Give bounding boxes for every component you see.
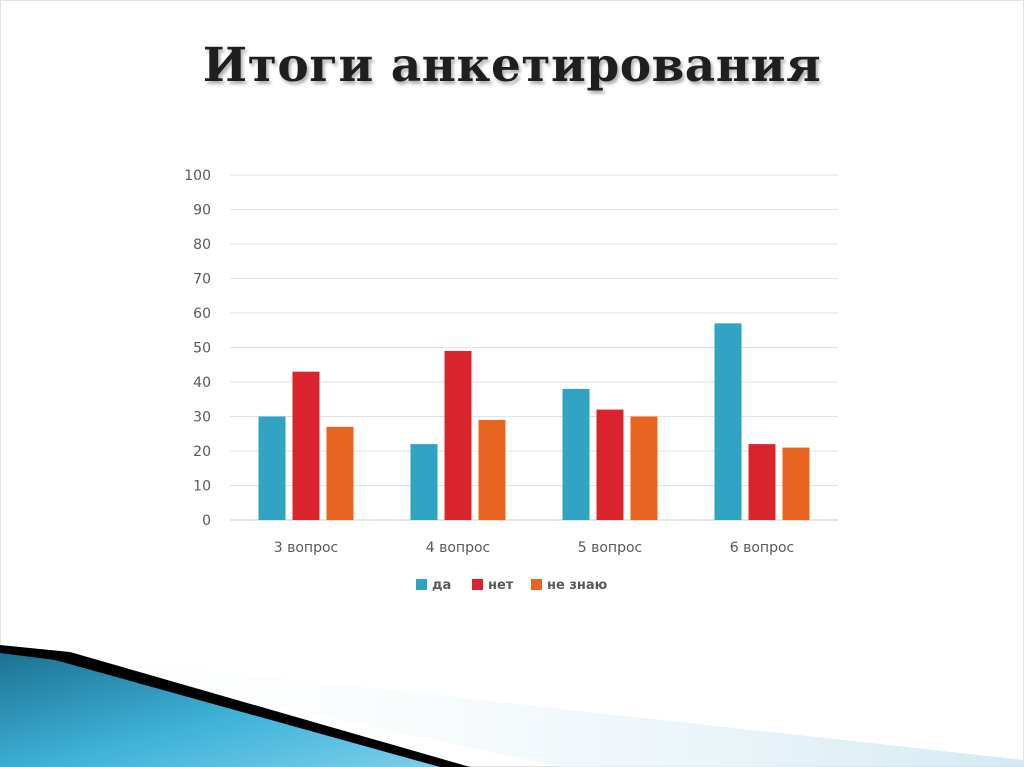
legend-swatch xyxy=(472,579,483,590)
y-tick-label: 30 xyxy=(193,410,211,426)
bar-1-2 xyxy=(410,444,438,520)
bar-3-1 xyxy=(326,426,354,520)
x-category-label: 3 вопрос xyxy=(274,540,338,556)
legend-label: не знаю xyxy=(547,578,608,593)
y-tick-label: 70 xyxy=(193,272,211,288)
y-tick-label: 80 xyxy=(193,237,211,253)
legend-label: нет xyxy=(488,578,514,593)
bar-1-1 xyxy=(258,416,286,520)
y-tick-label: 60 xyxy=(193,306,211,322)
x-category-label: 4 вопрос xyxy=(426,540,490,556)
y-axis-ticks: 0 10 20 30 40 50 60 70 80 90 100 xyxy=(184,168,211,529)
bar-2-4 xyxy=(748,444,776,520)
bar-3-4 xyxy=(782,447,810,520)
chart-legend: да нет не знаю xyxy=(416,578,608,593)
y-tick-label: 100 xyxy=(184,168,211,184)
chart-bars xyxy=(258,323,810,520)
chart-gridlines xyxy=(230,174,838,521)
bar-3-3 xyxy=(630,416,658,520)
legend-label: да xyxy=(432,578,451,593)
x-category-label: 5 вопрос xyxy=(578,540,642,556)
bar-3-2 xyxy=(478,419,506,520)
y-tick-label: 0 xyxy=(202,513,211,529)
x-axis-categories: 3 вопрос 4 вопрос 5 вопрос 6 вопрос xyxy=(274,540,794,556)
y-tick-label: 10 xyxy=(193,479,211,495)
slide-title: Итоги анкетирования xyxy=(202,38,822,93)
legend-swatch xyxy=(531,579,542,590)
legend-swatch xyxy=(416,579,427,590)
y-tick-label: 20 xyxy=(193,444,211,460)
bar-2-2 xyxy=(444,350,472,520)
y-tick-label: 90 xyxy=(193,203,211,219)
bar-2-1 xyxy=(292,371,320,520)
bar-1-3 xyxy=(562,388,590,520)
y-tick-label: 40 xyxy=(193,375,211,391)
x-category-label: 6 вопрос xyxy=(730,540,794,556)
bar-1-4 xyxy=(714,323,742,520)
y-tick-label: 50 xyxy=(193,341,211,357)
bar-2-3 xyxy=(596,409,624,520)
